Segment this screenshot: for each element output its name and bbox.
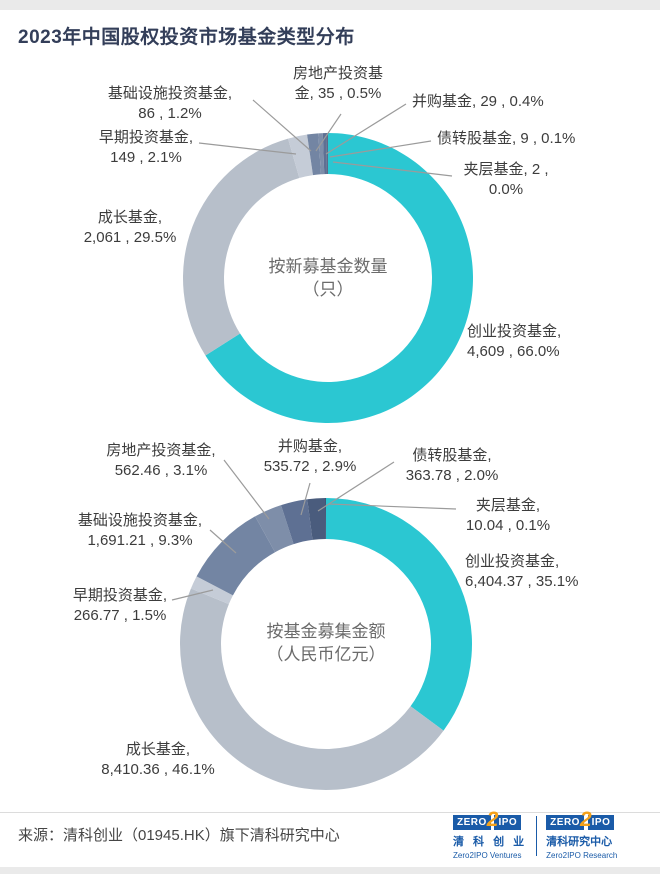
zero2ipo-logo-icon: ZERO 2 IPO — [546, 808, 617, 831]
donut2-center-label: 按基金募集金额 （人民币亿元） — [266, 622, 386, 664]
leader-line-infra-2 — [209, 529, 237, 554]
source-text: 来源：清科创业（01945.HK）旗下清科研究中心 — [18, 827, 340, 844]
logo-cn-research: 清科研究中心 — [546, 836, 613, 848]
slice-label-early-2: 早期投资基金, 266.77 , 1.5% — [72, 587, 168, 624]
leader-line-ma-2 — [300, 482, 311, 516]
slice-label-ma-1: 并购基金, 29 , 0.4% — [412, 93, 544, 110]
bottom-edge-strip — [0, 867, 660, 874]
donut-slice-夹层基金 — [325, 498, 326, 540]
donut-slice-成长基金 — [182, 138, 300, 356]
brand-logos: ZERO 2 IPO 清 科 创 业 Zero2IPO Ventures ZER… — [453, 808, 618, 860]
leader-line-ma-1 — [325, 103, 407, 155]
leader-line-realestate-2 — [223, 459, 270, 520]
leader-line-debt-2 — [317, 461, 395, 512]
donut-slice-创业投资基金 — [205, 133, 473, 423]
slice-label-mezz-1: 夹层基金, 2 , 0.0% — [463, 161, 549, 198]
leader-line-mezz-2 — [328, 503, 457, 510]
slice-label-early-1: 早期投资基金, 149 , 2.1% — [98, 129, 194, 166]
logo-en-research: Zero2IPO Research — [546, 851, 618, 860]
logo-ipo-box: IPO — [587, 814, 615, 830]
slice-label-debt-2: 债转股基金, 363.78 , 2.0% — [405, 447, 499, 484]
zero2ipo-logo-icon: ZERO 2 IPO — [453, 808, 527, 831]
logo-zero-box: ZERO — [546, 814, 584, 830]
logo-ipo-box: IPO — [494, 814, 522, 830]
donut-slice-房地产投资基金 — [318, 133, 325, 175]
leader-line-mezz-1 — [332, 161, 453, 177]
logo-zero2ipo-research: ZERO 2 IPO 清科研究中心 Zero2IPO Research — [546, 808, 618, 860]
slice-label-vc-2: 创业投资基金, 6,404.37 , 35.1% — [465, 553, 579, 590]
top-edge-strip — [0, 0, 660, 10]
slice-label-infra-2: 基础设施投资基金, 1,691.21 , 9.3% — [77, 512, 203, 549]
donut-slice-基础设施投资基金 — [196, 516, 276, 596]
leader-line-early-2 — [171, 589, 214, 601]
logo-two: 2 — [579, 808, 592, 831]
slice-label-vc-1: 创业投资基金, 4,609 , 66.0% — [467, 323, 562, 360]
donut-slice-基础设施投资基金 — [307, 133, 321, 176]
donut-slice-并购基金 — [322, 133, 327, 175]
logo-divider — [536, 816, 538, 856]
slice-label-realestate-2: 房地产投资基金, 562.46 , 3.1% — [106, 442, 216, 479]
slice-label-debt-1: 债转股基金, 9 , 0.1% — [437, 130, 576, 147]
leader-line-debt-1 — [329, 140, 432, 158]
footer-divider — [0, 812, 660, 813]
logo-zero2ipo-ventures: ZERO 2 IPO 清 科 创 业 Zero2IPO Ventures — [453, 808, 528, 860]
donut-slice-并购基金 — [281, 499, 313, 545]
slice-label-growth-2: 成长基金, 8,410.36 , 46.1% — [101, 741, 215, 778]
slice-label-ma-2: 并购基金, 535.72 , 2.9% — [263, 438, 357, 475]
slice-label-infra-1: 基础设施投资基金, 86 , 1.2% — [107, 85, 233, 122]
slice-label-growth-1: 成长基金, 2,061 , 29.5% — [83, 209, 177, 246]
donut-chart-fund-count — [182, 133, 473, 423]
logo-cn-ventures: 清 科 创 业 — [453, 836, 528, 848]
logo-zero-box: ZERO — [453, 814, 491, 830]
leader-line-infra-1 — [252, 99, 312, 152]
logo-en-ventures: Zero2IPO Ventures — [453, 851, 522, 860]
slice-label-mezz-2: 夹层基金, 10.04 , 0.1% — [465, 497, 551, 534]
leader-line-early-1 — [198, 142, 297, 155]
slice-label-realestate-1: 房地产投资基 金, 35 , 0.5% — [292, 65, 384, 102]
page-title: 2023年中国股权投资市场基金类型分布 — [18, 27, 355, 48]
donut-slice-房地产投资基金 — [255, 505, 294, 553]
donut-slice-早期投资基金 — [288, 134, 313, 179]
donut1-center-label: 按新募基金数量 （只） — [268, 257, 388, 299]
donut-slice-成长基金 — [179, 588, 444, 790]
leader-line-realestate-1 — [315, 113, 342, 152]
donut-slice-创业投资基金 — [326, 498, 473, 731]
logo-two: 2 — [486, 808, 499, 831]
leader-lines — [171, 99, 457, 601]
